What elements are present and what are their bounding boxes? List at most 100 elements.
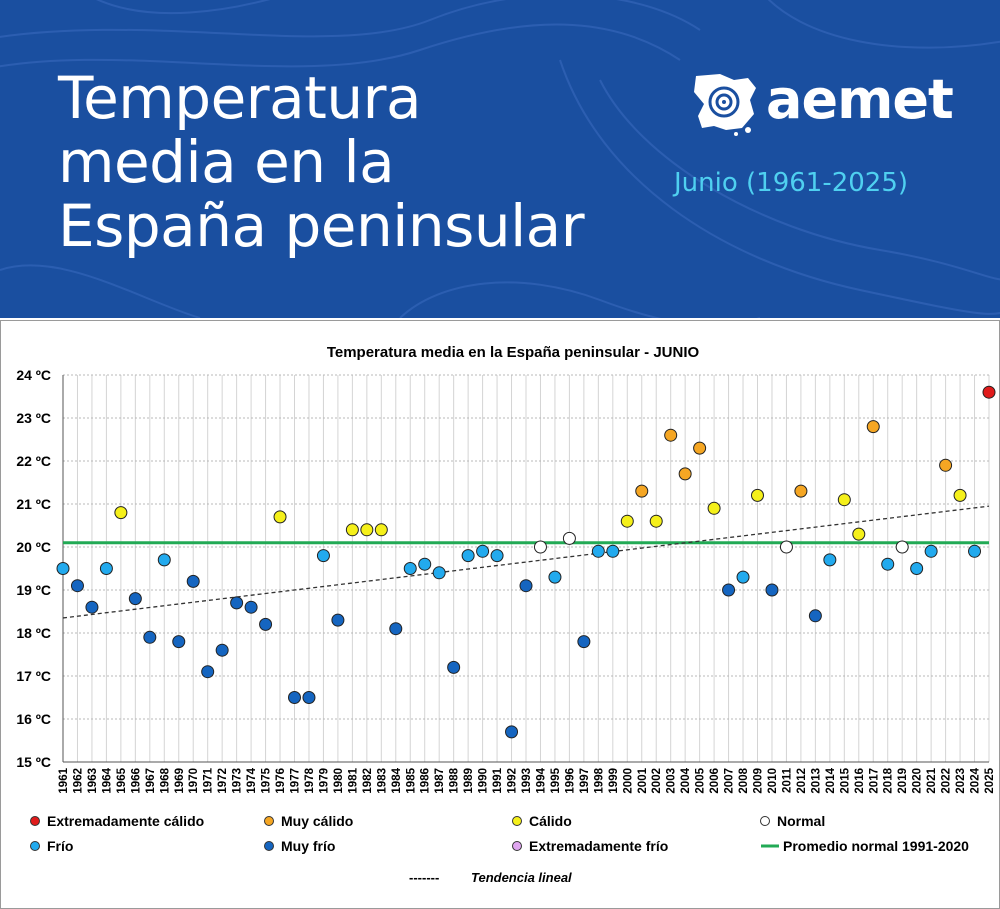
data-point-1980 (331, 613, 345, 627)
data-point-1968 (157, 553, 171, 567)
x-tick-label: 1980 (333, 768, 345, 794)
x-tick-label: 2019 (897, 768, 909, 794)
x-tick-label: 2017 (868, 768, 880, 794)
x-tick-label: 1974 (246, 767, 258, 793)
x-tick-label: 2009 (753, 768, 765, 794)
x-tick-label: 2018 (883, 767, 895, 793)
data-point-1965 (114, 506, 128, 520)
title-line-3: España peninsular (58, 192, 585, 260)
x-tick-label: 2012 (796, 768, 808, 794)
title-line-1: Temperatura (58, 64, 422, 132)
x-tick-label: 1994 (535, 767, 547, 793)
legend-marker (760, 816, 770, 826)
x-tick-label: 1983 (376, 768, 388, 794)
x-tick-label: 2023 (955, 768, 967, 794)
data-point-2023 (953, 488, 967, 502)
header-banner: Temperatura media en la España peninsula… (0, 0, 1000, 318)
data-point-2004 (678, 467, 692, 481)
data-point-1970 (186, 574, 200, 588)
legend-marker (512, 841, 522, 851)
x-tick-label: 1996 (564, 768, 576, 794)
data-point-1987 (432, 566, 446, 580)
x-tick-label: 1968 (159, 767, 171, 793)
data-point-1967 (143, 630, 157, 644)
data-point-1981 (345, 523, 359, 537)
data-point-2012 (794, 484, 808, 498)
aemet-logo: aemet (690, 70, 954, 140)
x-tick-label: 1998 (593, 767, 605, 793)
data-point-1964 (99, 562, 113, 575)
x-tick-label: 1975 (261, 767, 273, 793)
data-point-2009 (751, 488, 764, 502)
legend-marker (30, 841, 40, 851)
y-tick-label: 23 ºC (16, 410, 51, 426)
data-point-1998 (591, 544, 605, 558)
y-tick-label: 20 ºC (16, 539, 51, 555)
legend-label: Normal (777, 813, 825, 829)
data-point-1979 (316, 549, 330, 563)
x-tick-label: 2000 (622, 768, 634, 794)
x-tick-label: 1999 (608, 768, 620, 794)
data-point-1963 (85, 600, 99, 614)
data-point-1990 (476, 544, 490, 558)
x-tick-label: 1962 (72, 768, 84, 794)
legend-label: Muy frío (281, 838, 335, 854)
data-point-2018 (881, 557, 895, 571)
x-tick-label: 2004 (680, 767, 692, 793)
data-point-1989 (461, 549, 475, 563)
data-point-1982 (360, 523, 374, 537)
data-point-2011 (779, 540, 793, 554)
data-point-1973 (230, 596, 244, 610)
x-tick-label: 2022 (941, 768, 953, 794)
x-tick-label: 1989 (463, 768, 475, 794)
legend-label: Frío (47, 838, 73, 854)
data-point-1984 (389, 622, 403, 636)
x-tick-label: 1969 (174, 768, 186, 794)
x-tick-label: 2002 (651, 768, 663, 794)
data-point-1962 (70, 579, 84, 593)
data-point-2001 (635, 484, 649, 498)
data-point-2013 (808, 609, 822, 623)
x-tick-label: 2010 (767, 768, 779, 794)
x-tick-label: 1997 (579, 768, 591, 794)
data-point-1969 (172, 635, 186, 649)
y-tick-label: 22 ºC (16, 453, 51, 469)
y-tick-label: 17 ºC (16, 668, 51, 684)
x-tick-label: 2007 (724, 768, 736, 794)
x-tick-label: 2025 (984, 767, 996, 793)
x-tick-label: 1984 (391, 767, 403, 793)
title-line-2: media en la (58, 128, 395, 196)
data-point-1974 (244, 600, 258, 614)
data-point-1961 (56, 562, 70, 575)
data-point-2015 (837, 493, 851, 507)
data-point-2017 (866, 420, 880, 434)
data-point-2002 (649, 514, 663, 528)
x-tick-label: 1966 (130, 768, 142, 794)
x-tick-label: 1964 (101, 767, 113, 793)
y-tick-label: 21 ºC (16, 496, 51, 512)
x-tick-label: 1977 (290, 768, 302, 794)
page-title: Temperatura media en la España peninsula… (58, 64, 585, 260)
data-point-2006 (707, 501, 721, 515)
data-point-2025 (982, 385, 996, 399)
legend-marker (30, 816, 40, 826)
x-tick-label: 1987 (434, 768, 446, 794)
data-point-1988 (447, 660, 461, 674)
data-point-1996 (562, 531, 576, 545)
y-tick-label: 18 ºC (16, 625, 51, 641)
y-tick-label: 24 ºC (16, 367, 51, 383)
data-point-2014 (823, 553, 837, 567)
legend-label: Extremadamente frío (529, 838, 668, 854)
x-tick-label: 2014 (825, 767, 837, 793)
x-tick-label: 1982 (362, 768, 374, 794)
x-tick-label: 1986 (420, 768, 432, 794)
x-tick-label: 1970 (188, 768, 200, 794)
x-tick-label: 1993 (521, 768, 533, 794)
data-point-2020 (910, 562, 924, 575)
x-tick-label: 2005 (695, 767, 707, 793)
x-tick-label: 1976 (275, 768, 287, 794)
x-tick-label: 1991 (492, 767, 504, 793)
x-tick-label: 2001 (637, 767, 649, 793)
x-tick-label: 1988 (449, 767, 461, 793)
x-tick-label: 1963 (87, 768, 99, 794)
